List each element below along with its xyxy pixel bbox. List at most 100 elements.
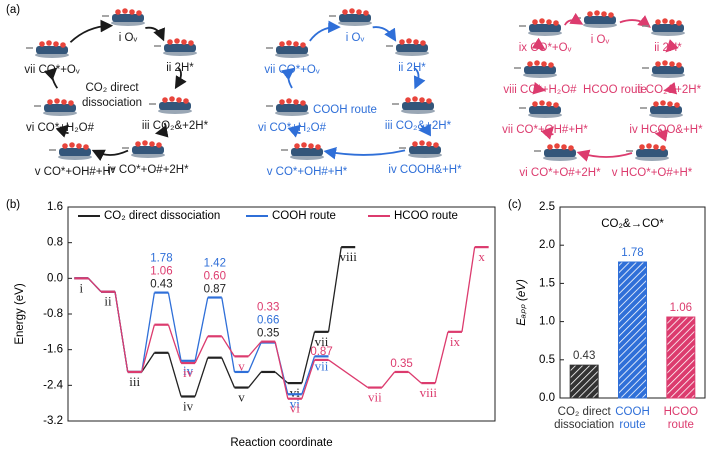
connector	[167, 324, 182, 364]
atom	[62, 143, 68, 149]
value-label: 1.78	[621, 247, 643, 259]
atom	[426, 98, 432, 104]
atom	[308, 143, 314, 149]
connector	[167, 292, 182, 361]
atom	[286, 98, 292, 104]
slab	[44, 104, 76, 112]
chart-title: CO₂&→CO*	[601, 218, 664, 230]
atom	[532, 101, 538, 107]
cycle-arrow	[69, 19, 114, 43]
cycle-node-label: viii CO*+H₂O#	[503, 84, 577, 96]
cycle-node-label: iv HCOO&+H*	[629, 124, 703, 136]
atom	[646, 143, 652, 149]
y-tick-label: 1.5	[539, 277, 555, 289]
connector	[381, 371, 396, 388]
y-tick-label: 0.5	[539, 354, 555, 366]
x-tick-label: dissociation	[554, 419, 614, 431]
atom	[286, 40, 292, 46]
slab	[529, 24, 561, 32]
atom	[279, 41, 285, 47]
slab	[339, 14, 371, 22]
cycle-arrow	[665, 39, 679, 53]
atom	[546, 19, 552, 25]
slab	[529, 106, 561, 114]
cycle-node-label: vi CO*+O#+2H*	[519, 167, 601, 179]
atom	[676, 20, 682, 26]
cycle-node-label: v CO*+OH#+H*	[267, 166, 348, 178]
slab	[291, 148, 323, 156]
atom	[662, 18, 668, 24]
atom	[363, 10, 369, 16]
atom	[653, 144, 659, 150]
slab	[132, 146, 164, 154]
atom	[534, 60, 540, 66]
cycle-node-label: vii CO*+Oᵥ	[24, 64, 79, 76]
atom	[419, 140, 425, 146]
cycle-node-label: iii CO₂&+2H*	[385, 120, 452, 132]
cycle-arrow	[281, 67, 295, 89]
cycle-title: dissociation	[82, 97, 142, 109]
atom	[594, 10, 600, 16]
atom	[433, 142, 439, 148]
slab	[159, 102, 191, 110]
slab	[112, 14, 144, 22]
connector	[221, 357, 236, 388]
atom	[183, 98, 189, 104]
atom	[419, 97, 425, 103]
slab	[524, 66, 556, 74]
state-label: i	[80, 280, 84, 295]
cycle-node-label: vii CO*+Oᵥ	[264, 64, 319, 76]
cycle-node-label: vi CO*+H₂O#	[26, 122, 95, 134]
atom	[541, 61, 547, 67]
state-label: vii	[368, 390, 382, 405]
atom	[293, 41, 299, 47]
cycle-node-label: ix CO*+Oᵥ	[519, 42, 572, 54]
slab	[276, 104, 308, 112]
connector	[221, 335, 236, 357]
atom	[301, 142, 307, 148]
atom	[405, 97, 411, 103]
y-tick-label: -1.6	[43, 344, 63, 356]
cycle-arrow	[619, 15, 651, 28]
atom	[669, 19, 675, 25]
y-tick-label: -2.4	[43, 379, 63, 391]
cycle-arrow	[323, 147, 406, 160]
cycle-arrow	[532, 82, 547, 95]
cycle-node-label: iii CO₂&+2H*	[142, 120, 209, 132]
atom	[676, 62, 682, 68]
atom	[669, 61, 675, 67]
atom	[122, 8, 128, 14]
atom	[169, 96, 175, 102]
atom	[135, 141, 141, 147]
state-label: ii	[104, 294, 112, 309]
cycle-node-label: ii 2H*	[166, 62, 194, 74]
connector	[194, 297, 209, 361]
state-label: iv	[183, 398, 194, 413]
atom	[539, 100, 545, 106]
legend-label: COOH route	[272, 210, 336, 222]
cycle-arrow	[564, 12, 584, 26]
barrier-label: 0.66	[257, 315, 279, 327]
atom	[167, 39, 173, 45]
slab	[650, 106, 682, 114]
reaction-cycle: CO₂ direct dissociation i Oᵥ ii 2H* iii CO₂&…	[24, 8, 209, 178]
cycle-node-label: v CO*+OH#+H*	[35, 166, 116, 178]
slab	[59, 148, 91, 156]
panel-label: (a)	[6, 4, 20, 16]
atom	[47, 99, 53, 105]
cycle-title: COOH route	[313, 104, 377, 116]
connector	[141, 292, 156, 373]
state-label: vi	[290, 401, 301, 416]
atom	[587, 11, 593, 17]
legend-label: HCOO route	[394, 210, 458, 222]
atom	[294, 143, 300, 149]
connector	[114, 291, 129, 373]
connector	[408, 371, 422, 384]
slab	[36, 46, 68, 54]
cycle-arrow	[413, 67, 426, 90]
barrier-label: 1.78	[150, 253, 172, 265]
atom	[174, 38, 180, 44]
atom	[68, 100, 74, 106]
connector	[328, 359, 369, 389]
